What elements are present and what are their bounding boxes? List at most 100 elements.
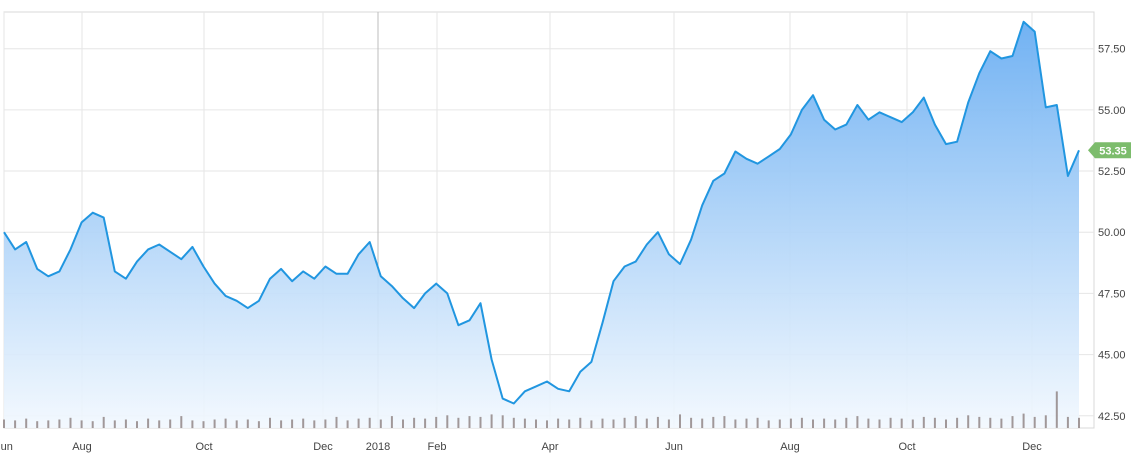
x-tick-label: Aug <box>780 441 800 453</box>
volume-bar <box>701 418 704 428</box>
x-tick-label: Feb <box>428 441 447 453</box>
volume-bar <box>945 419 947 428</box>
volume-bar <box>191 420 194 429</box>
y-tick-label: 42.50 <box>1098 411 1126 423</box>
volume-bar <box>25 418 28 428</box>
volume-bar <box>269 417 271 428</box>
price-line-group <box>3 20 1080 405</box>
volume-bar <box>989 417 992 428</box>
volume-bar <box>1055 391 1058 428</box>
x-tick-label: Dec <box>313 441 333 453</box>
volume-bar <box>424 418 427 428</box>
price-area-fill <box>4 21 1079 429</box>
volume-bar <box>878 419 881 428</box>
volume-bar <box>690 417 693 428</box>
volume-bar <box>623 417 626 428</box>
volume-bar <box>1066 416 1069 428</box>
volume-bar <box>778 419 781 428</box>
volume-bar <box>1044 415 1047 429</box>
volume-bar <box>933 417 936 428</box>
volume-bar <box>812 419 814 428</box>
volume-bar <box>113 420 116 429</box>
last-price-label: 53.35 <box>1099 145 1127 157</box>
volume-bar <box>80 420 83 429</box>
volume-bar <box>679 414 681 428</box>
volume-bar <box>501 415 504 429</box>
volume-bar <box>579 417 582 428</box>
volume-bar <box>557 418 560 428</box>
volume-bar <box>1011 416 1014 428</box>
volume-bar <box>967 415 970 429</box>
x-tick-label: Oct <box>898 441 915 453</box>
volume-bar <box>457 417 460 428</box>
volume-bar <box>47 420 50 429</box>
volume-bar <box>257 421 260 428</box>
volume-bar <box>368 417 371 428</box>
volume-bars <box>3 391 1080 429</box>
volume-bar <box>435 416 438 428</box>
volume-bar <box>612 419 615 428</box>
y-tick-label: 50.00 <box>1098 227 1126 239</box>
y-tick-label: 57.50 <box>1098 44 1126 56</box>
volume-bar <box>413 417 416 428</box>
volume-bar <box>535 419 537 428</box>
volume-bar <box>712 416 715 428</box>
x-tick-label: Oct <box>195 441 212 453</box>
volume-bar <box>390 416 393 428</box>
volume-bar <box>834 419 837 428</box>
x-tick-label: Jun <box>0 441 13 453</box>
volume-bar <box>147 418 150 428</box>
volume-bar <box>900 418 903 428</box>
volume-bar <box>479 416 482 428</box>
x-tick-label: Jun <box>665 441 683 453</box>
price-area <box>4 21 1079 429</box>
volume-bar <box>667 419 670 428</box>
volume-bar <box>335 416 338 428</box>
volume-bar <box>568 419 571 428</box>
volume-bar <box>202 421 205 428</box>
volume-bar <box>446 415 449 429</box>
volume-bar <box>922 416 925 428</box>
volume-bar <box>324 419 327 428</box>
volume-bar <box>246 419 249 428</box>
volume-bar <box>978 416 981 428</box>
volume-bar <box>357 418 360 428</box>
volume-bar <box>1000 418 1003 428</box>
volume-bar <box>379 419 382 428</box>
volume-bar <box>180 416 183 428</box>
volume-bar <box>590 420 593 429</box>
volume-bar <box>823 418 826 428</box>
volume-bar <box>235 420 238 429</box>
last-price-tag: 53.35 <box>1088 142 1131 159</box>
volume-bar <box>867 418 870 428</box>
volume-bar <box>734 419 737 428</box>
x-tick-label: Aug <box>72 441 92 453</box>
volume-bar <box>523 418 526 428</box>
volume-bar <box>346 420 349 429</box>
y-tick-label: 55.00 <box>1098 105 1126 117</box>
volume-bar <box>3 419 5 428</box>
volume-bar <box>889 417 892 428</box>
volume-bar <box>634 416 637 428</box>
volume-bar <box>58 419 61 428</box>
volume-bar <box>911 419 914 428</box>
volume-bar <box>512 417 515 428</box>
x-tick-label: Apr <box>541 441 558 453</box>
volume-bar <box>856 416 859 428</box>
volume-bar <box>956 417 959 428</box>
volume-bar <box>102 416 105 428</box>
volume-bar <box>302 418 305 428</box>
volume-bar <box>402 419 404 428</box>
volume-bar <box>723 416 726 428</box>
volume-bar <box>745 418 748 428</box>
volume-bar <box>213 419 216 428</box>
volume-bar <box>14 420 17 429</box>
volume-bar <box>468 416 471 428</box>
volume-bar <box>124 419 127 428</box>
volume-bar <box>845 417 848 428</box>
volume-bar <box>789 418 792 428</box>
volume-bar <box>291 419 294 428</box>
volume-bar <box>69 417 72 428</box>
